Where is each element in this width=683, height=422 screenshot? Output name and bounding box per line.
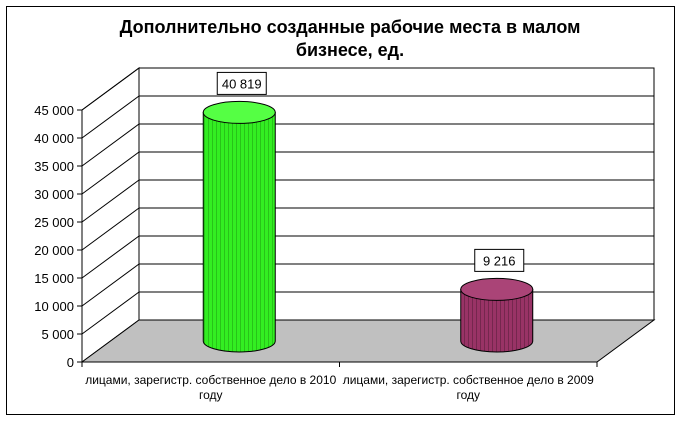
gridline-side	[81, 235, 140, 279]
x-axis-categories: лицами, зарегистр. собственное дело в 20…	[81, 361, 598, 402]
y-tick-label: 20 000	[34, 243, 74, 258]
chart-title: Дополнительно созданные рабочие места в …	[119, 17, 581, 60]
gridline-side	[81, 207, 140, 251]
category-label: лицами, зарегистр. собственное дело в 20…	[343, 373, 594, 387]
data-label-text: 9 216	[483, 253, 516, 268]
bars	[202, 100, 534, 353]
gridline-side	[81, 263, 140, 307]
bar-1	[202, 100, 276, 353]
gridline-side	[81, 67, 140, 111]
y-tick-label: 10 000	[34, 299, 74, 314]
y-tick-label: 45 000	[34, 103, 74, 118]
y-tick-label: 25 000	[34, 215, 74, 230]
bar-body	[202, 111, 276, 353]
data-label-text: 40 819	[222, 76, 262, 91]
gridline-side	[81, 179, 140, 223]
side-wall	[81, 67, 140, 363]
gridline-side	[81, 291, 140, 335]
plot-walls	[80, 67, 656, 363]
category-label: году	[456, 388, 480, 402]
bar-body	[460, 288, 534, 353]
category-label: лицами, зарегистр. собственное дело в 20…	[85, 373, 336, 387]
gridline-side	[81, 123, 140, 167]
y-tick-label: 40 000	[34, 131, 74, 146]
y-tick-label: 30 000	[34, 187, 74, 202]
data-label-box	[474, 248, 525, 272]
data-labels: 40 819 9 216	[216, 71, 525, 272]
bar-top	[202, 100, 276, 124]
data-label-2: 9 216	[474, 248, 525, 272]
data-label-box	[216, 71, 267, 95]
data-label-1: 40 819	[216, 71, 267, 95]
bar-top	[460, 277, 534, 301]
y-tick-label: 15 000	[34, 271, 74, 286]
category-label: году	[199, 388, 223, 402]
y-axis-ticks: 0 5 000 10 000 15 000 20 000 25 000 30 000 35 0…	[34, 103, 83, 370]
gridline-side	[81, 151, 140, 195]
bar-2	[460, 277, 534, 353]
y-tick-label: 5 000	[41, 327, 74, 342]
y-tick-label: 0	[67, 355, 74, 370]
floor	[80, 319, 656, 363]
y-tick-label: 35 000	[34, 159, 74, 174]
gridline-side	[81, 95, 140, 139]
